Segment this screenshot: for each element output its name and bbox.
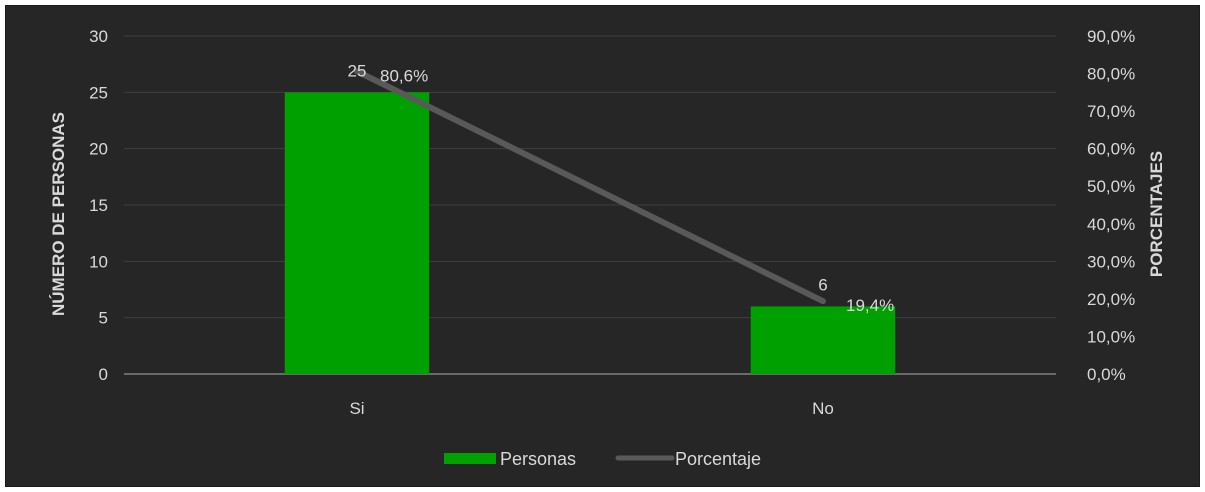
percentage-line-path bbox=[354, 68, 826, 305]
right-tick-label: 50,0% bbox=[1087, 177, 1135, 196]
data-labels: 25 6 80,6% 19,4% bbox=[348, 61, 895, 315]
chart-frame: 0 5 10 15 20 25 30 0,0% 10,0% 20,0% 30,0% 40,0% 50,… bbox=[5, 5, 1200, 487]
left-tick-label: 30 bbox=[89, 27, 108, 46]
right-axis-ticks: 0,0% 10,0% 20,0% 30,0% 40,0% 50,0% 60,0% 70,0% 8… bbox=[1087, 27, 1135, 384]
right-tick-label: 20,0% bbox=[1087, 290, 1135, 309]
left-tick-label: 25 bbox=[89, 83, 108, 102]
bar-no bbox=[750, 306, 896, 374]
bar-si bbox=[284, 92, 430, 374]
left-tick-label: 0 bbox=[99, 365, 108, 384]
bars bbox=[284, 92, 896, 374]
right-tick-label: 70,0% bbox=[1087, 102, 1135, 121]
percentage-value-label: 19,4% bbox=[846, 296, 894, 315]
left-axis-ticks: 0 5 10 15 20 25 30 bbox=[89, 27, 108, 384]
legend-label-personas: Personas bbox=[500, 449, 576, 469]
right-tick-label: 0,0% bbox=[1087, 365, 1126, 384]
right-tick-label: 10,0% bbox=[1087, 327, 1135, 346]
bar-value-label: 6 bbox=[818, 275, 827, 294]
right-tick-label: 40,0% bbox=[1087, 215, 1135, 234]
right-tick-label: 90,0% bbox=[1087, 27, 1135, 46]
percentage-value-label: 80,6% bbox=[380, 66, 428, 85]
category-label: No bbox=[812, 399, 834, 418]
legend: Personas Porcentaje bbox=[444, 449, 761, 469]
left-tick-label: 20 bbox=[89, 140, 108, 159]
left-tick-label: 10 bbox=[89, 252, 108, 271]
left-axis-title: NÚMERO DE PERSONAS bbox=[49, 112, 68, 316]
percentage-line bbox=[354, 68, 826, 305]
category-label: Si bbox=[349, 399, 364, 418]
left-tick-label: 15 bbox=[89, 196, 108, 215]
right-tick-label: 60,0% bbox=[1087, 140, 1135, 159]
right-tick-label: 80,0% bbox=[1087, 65, 1135, 84]
left-tick-label: 5 bbox=[99, 309, 108, 328]
gridlines bbox=[124, 35, 1056, 375]
legend-label-porcentaje: Porcentaje bbox=[675, 449, 761, 469]
legend-swatch-personas bbox=[444, 453, 496, 464]
right-axis-title: PORCENTAJES bbox=[1147, 151, 1166, 277]
right-tick-label: 30,0% bbox=[1087, 252, 1135, 271]
bar-value-label: 25 bbox=[348, 61, 367, 80]
chart-area: 0 5 10 15 20 25 30 0,0% 10,0% 20,0% 30,0% 40,0% 50,… bbox=[49, 27, 1166, 469]
category-axis-ticks: Si No bbox=[349, 399, 833, 418]
